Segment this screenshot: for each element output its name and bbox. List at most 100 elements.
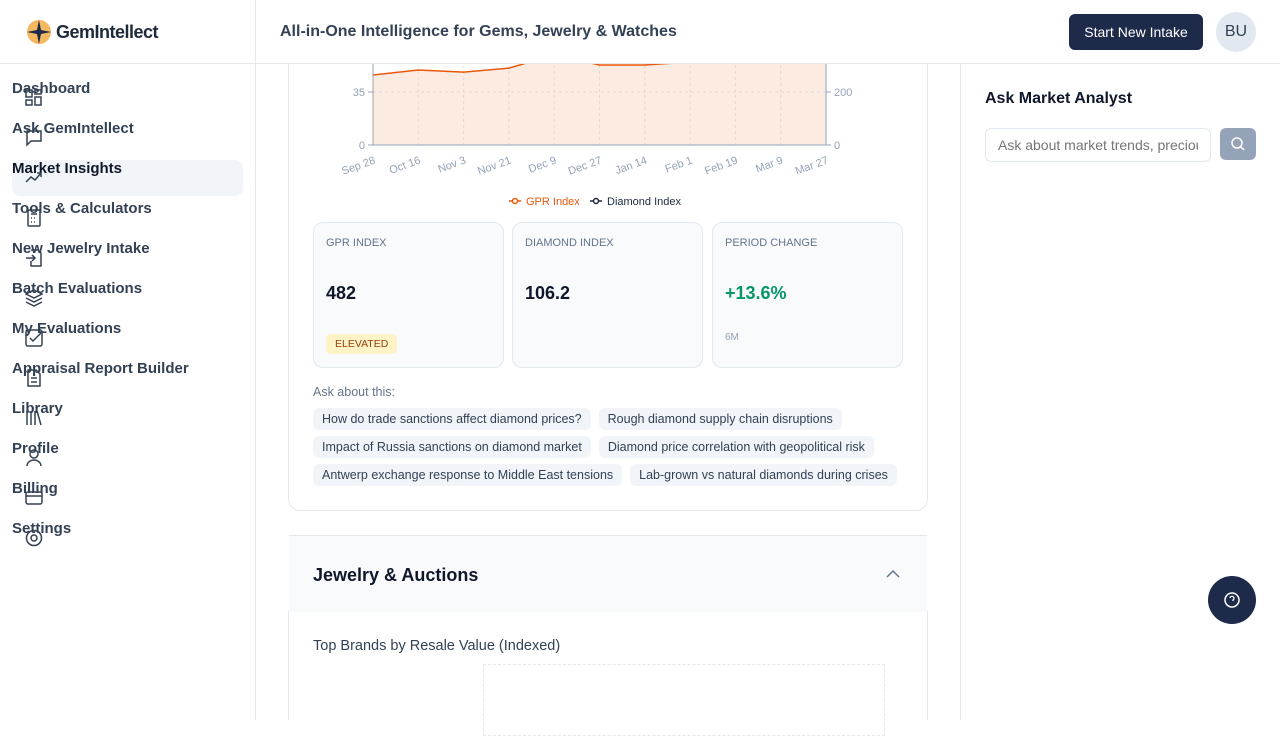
avatar[interactable]: BU (1216, 12, 1256, 52)
brands-chart-title: Top Brands by Resale Value (Indexed) (313, 638, 561, 654)
y-tick-label: 0 (359, 140, 365, 152)
nav-label: Library (12, 400, 63, 417)
ask-prompt: Ask about this: (313, 385, 395, 399)
chip[interactable]: Impact of Russia sanctions on diamond ma… (313, 436, 591, 458)
analyst-title: Ask Market Analyst (985, 90, 1133, 107)
legend-label: Diamond Index (607, 196, 681, 208)
y2-tick-label: 200 (834, 87, 852, 99)
panel-border (960, 64, 961, 720)
nav-item[interactable]: Tools & Calculators (12, 200, 243, 236)
nav-item[interactable]: Library (12, 400, 243, 436)
stat-label: DIAMOND INDEX (525, 237, 614, 249)
x-tick-label: Dec 9 (527, 155, 558, 176)
x-tick-label: Dec 27 (567, 155, 604, 178)
y2-tick-label: 0 (834, 140, 840, 152)
border (288, 611, 289, 720)
nav-label: Settings (12, 520, 72, 537)
stat-badge: ELEVATED (326, 334, 398, 354)
chips: How do trade sanctions affect diamond pr… (313, 408, 903, 486)
nav-item[interactable]: Batch Evaluations (12, 280, 243, 316)
nav-icon (26, 449, 42, 467)
x-tick-label: Feb 1 (664, 155, 695, 176)
logo-icon (27, 20, 51, 44)
help-button[interactable] (1208, 576, 1256, 624)
section-title: Jewelry & Auctions (313, 565, 479, 585)
nav-icon (25, 329, 43, 347)
chevron (886, 569, 900, 578)
search-button[interactable] (1220, 128, 1256, 160)
x-tick-label: Mar 27 (794, 155, 830, 178)
stat-label: PERIOD CHANGE (725, 237, 818, 249)
legend-label: GPR Index (526, 196, 580, 208)
brands-chart-area (483, 664, 885, 736)
chip[interactable]: How do trade sanctions affect diamond pr… (313, 408, 591, 430)
nav-icon (25, 529, 43, 547)
nav-label: Batch Evaluations (12, 280, 143, 297)
legend-marker (592, 197, 600, 205)
analyst-input[interactable] (985, 128, 1211, 162)
logo[interactable]: GemIntellect (0, 0, 255, 64)
x-tick-label: Nov 21 (476, 155, 513, 178)
chart-clip: Sep 28 Oct 16 Nov 3 Nov 21 Dec 9 Dec 27 Jan 14… (256, 64, 960, 214)
stat-value: 482 (326, 283, 357, 303)
chip[interactable]: Diamond price correlation with geopoliti… (598, 436, 874, 458)
nav-label: Billing (12, 480, 58, 497)
nav-label: Profile (12, 440, 59, 457)
brand: GemIntellect (56, 22, 159, 42)
search-icon (1231, 137, 1245, 151)
x-tick-label: Oct 16 (388, 155, 423, 177)
nav-label: New Jewelry Intake (12, 240, 150, 257)
header-title: All-in-One Intelligence for Gems, Jewelr… (280, 23, 677, 40)
chart: Sep 28 Oct 16 Nov 3 Nov 21 Dec 9 Dec 27 Jan 14… (340, 64, 852, 208)
y-tick-label: 35 (353, 87, 365, 99)
x-tick-label: Jan 14 (614, 155, 649, 178)
nav-label: Market Insights (12, 160, 123, 177)
nav-item[interactable]: New Jewelry Intake (12, 240, 243, 276)
stat-value: +13.6% (725, 283, 787, 303)
sidebar: GemIntellect Dashboard Ask GemIntellect Ma… (0, 0, 256, 720)
nav-icon (27, 209, 41, 227)
nav-icon (25, 491, 43, 505)
nav-item[interactable]: Billing (12, 480, 243, 516)
legend-marker (511, 197, 519, 205)
nav-label: Tools & Calculators (12, 200, 152, 217)
x-tick-label: Sep 28 (340, 155, 377, 178)
stat-card: GPR INDEX 482 ELEVATED (313, 222, 504, 368)
section-header[interactable]: Jewelry & Auctions (289, 535, 927, 612)
nav-icon (25, 289, 43, 307)
start-intake-button[interactable]: Start New Intake (1069, 14, 1203, 50)
area (373, 64, 826, 145)
x-tick-label: Mar 9 (754, 155, 785, 176)
border (927, 611, 928, 720)
x-tick-label: Feb 19 (703, 155, 739, 178)
header: All-in-One Intelligence for Gems, Jewelr… (256, 0, 1280, 64)
chip[interactable]: Lab-grown vs natural diamonds during cri… (630, 464, 897, 486)
nav-icon (27, 369, 41, 387)
nav-icon (25, 172, 42, 183)
nav-icon (26, 410, 42, 426)
stat-value: 106.2 (525, 283, 571, 303)
series-line (372, 64, 672, 76)
nav-item[interactable]: Settings (12, 520, 243, 556)
x-tick-label: Nov 3 (437, 155, 468, 176)
nav-item[interactable]: Appraisal Report Builder (12, 360, 243, 396)
stat-label: GPR INDEX (326, 237, 387, 249)
help-icon (1224, 592, 1240, 608)
nav-label: Dashboard (12, 80, 91, 97)
nav-label: Ask GemIntellect (12, 120, 134, 137)
stat-card: DIAMOND INDEX 106.2 (512, 222, 703, 368)
nav-label: My Evaluations (12, 320, 122, 337)
stat-note: 6M (725, 332, 739, 343)
nav-icon (26, 249, 42, 267)
nav-icon (26, 130, 42, 147)
nav-item[interactable]: Dashboard (12, 80, 243, 116)
nav-item[interactable]: Profile (12, 440, 243, 476)
chip[interactable]: Rough diamond supply chain disruptions (598, 408, 842, 430)
nav-item[interactable]: My Evaluations (12, 320, 243, 356)
nav-item[interactable]: Market Insights (12, 160, 243, 196)
chip[interactable]: Antwerp exchange response to Middle East… (313, 464, 623, 486)
stat-card: PERIOD CHANGE +13.6% 6M (712, 222, 903, 368)
nav-item[interactable]: Ask GemIntellect (12, 120, 243, 156)
nav-icon (25, 89, 42, 106)
